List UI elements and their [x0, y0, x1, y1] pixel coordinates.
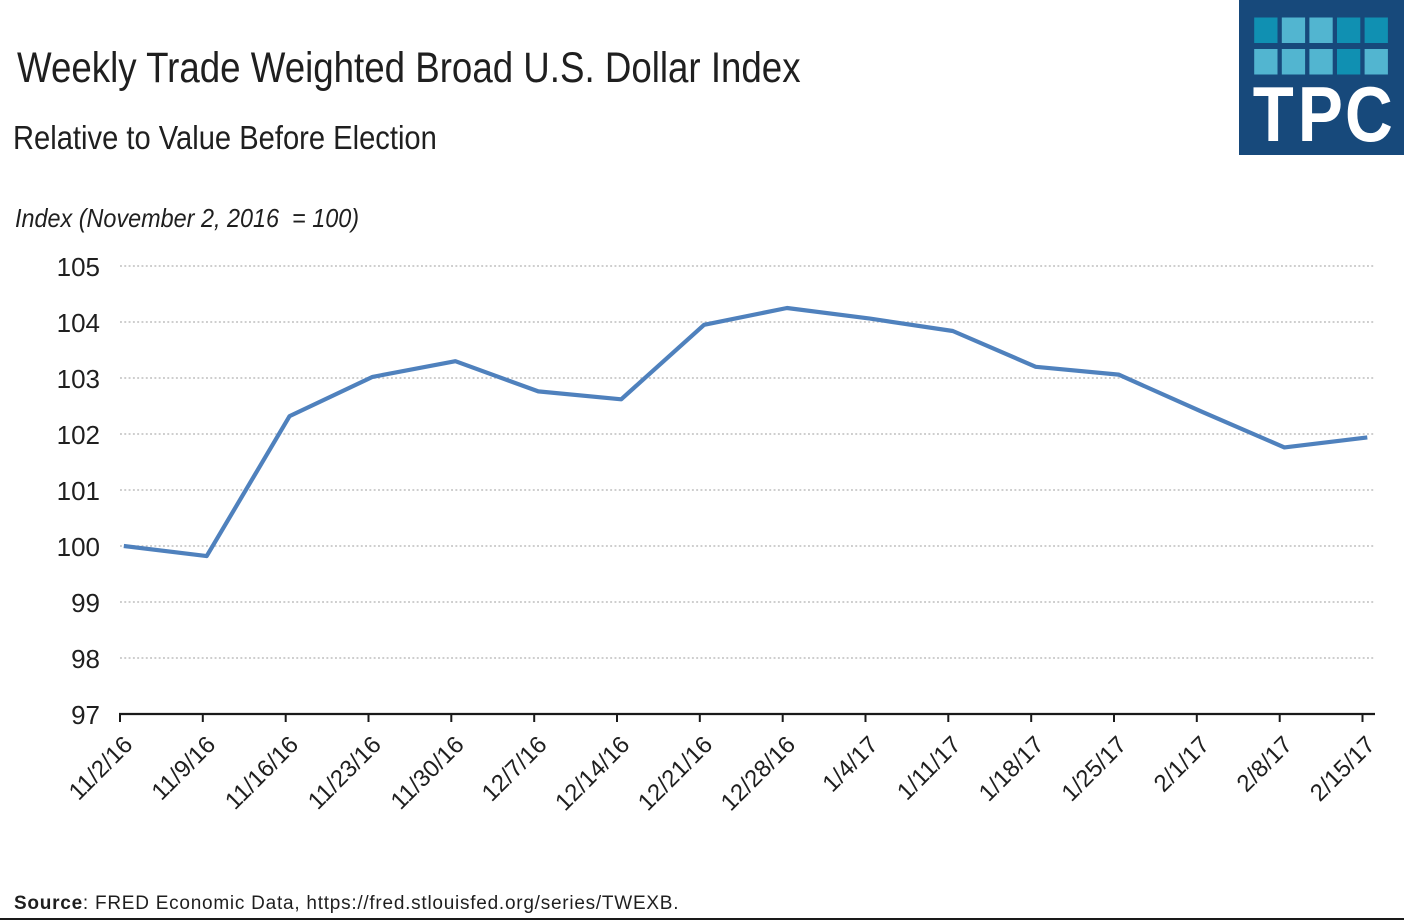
- svg-text:11/30/16: 11/30/16: [386, 731, 470, 815]
- svg-text:103: 103: [57, 364, 100, 394]
- svg-text:101: 101: [57, 476, 100, 506]
- svg-text:T: T: [1253, 72, 1294, 159]
- svg-text:12/28/16: 12/28/16: [716, 731, 801, 816]
- svg-text:C: C: [1345, 72, 1393, 158]
- svg-text:97: 97: [71, 700, 100, 730]
- svg-text:2/8/17: 2/8/17: [1232, 731, 1298, 797]
- svg-text:104: 104: [57, 308, 100, 338]
- svg-text:98: 98: [71, 644, 100, 674]
- svg-text:1/18/17: 1/18/17: [974, 731, 1050, 807]
- svg-text:P: P: [1298, 72, 1343, 158]
- svg-text:102: 102: [57, 420, 100, 450]
- svg-text:12/21/16: 12/21/16: [633, 731, 718, 816]
- svg-text:11/16/16: 11/16/16: [220, 731, 304, 815]
- svg-text:1/4/17: 1/4/17: [817, 731, 883, 797]
- svg-text:11/2/16: 11/2/16: [64, 731, 138, 805]
- svg-text:100: 100: [57, 532, 100, 562]
- svg-text:12/7/16: 12/7/16: [477, 731, 553, 807]
- svg-text:1/25/17: 1/25/17: [1057, 731, 1133, 807]
- svg-text:12/14/16: 12/14/16: [550, 731, 635, 816]
- svg-text:11/9/16: 11/9/16: [147, 731, 221, 805]
- svg-text:1/11/17: 1/11/17: [892, 731, 966, 805]
- svg-text:2/1/17: 2/1/17: [1149, 731, 1215, 797]
- svg-text:105: 105: [57, 252, 100, 282]
- svg-text:11/23/16: 11/23/16: [303, 731, 387, 815]
- svg-text:99: 99: [71, 588, 100, 618]
- svg-text:2/15/17: 2/15/17: [1305, 731, 1381, 807]
